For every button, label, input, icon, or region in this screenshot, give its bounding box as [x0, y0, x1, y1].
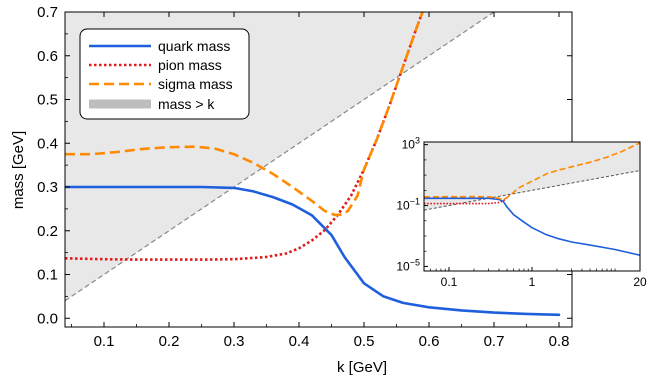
x-axis-title: k [GeV] — [337, 359, 387, 376]
x-tick-label: 0.1 — [94, 333, 115, 350]
main-y-axis-ticks: 0.0 0.1 0.2 0.3 0.4 0.5 0.6 0.7 — [37, 4, 572, 327]
main-series-lines — [65, 12, 561, 317]
x-tick-label: 0.8 — [549, 333, 570, 350]
legend: quark mass pion mass sigma mass mass > k — [79, 28, 250, 120]
inset-x-axis-ticks: 0.1 1 20 — [423, 267, 647, 289]
inset-series-line-quark-mass — [424, 197, 640, 256]
y-tick-label: 0.3 — [37, 179, 58, 196]
x-tick-label: 0.5 — [354, 333, 375, 350]
inset-y-tick-label: 10−1 — [396, 197, 420, 213]
inset-mass-greater-than-k-region — [424, 142, 640, 211]
diagonal-dashed-line — [64, 11, 495, 302]
inset-y-tick-label: 103 — [402, 136, 420, 152]
x-tick-label: 0.7 — [484, 333, 505, 350]
legend-label-quark-mass: quark mass — [158, 38, 230, 54]
inset-mass-gt-k-shade — [424, 142, 640, 211]
series-line-sigma-mass — [65, 12, 424, 217]
main-x-axis-ticks: 0.1 0.2 0.3 0.4 0.5 0.6 0.7 0.8 — [71, 12, 570, 350]
mass-equals-k-line — [64, 11, 495, 302]
inset-series-lines — [424, 142, 640, 256]
y-tick-label: 0.2 — [37, 223, 58, 240]
series-line-quark-mass — [65, 185, 561, 317]
legend-item-mass-gt-k: mass > k — [89, 96, 215, 112]
y-tick-label: 0.0 — [37, 310, 58, 327]
y-tick-label: 0.4 — [37, 135, 58, 152]
legend-item-sigma-mass: sigma mass — [89, 76, 233, 92]
inset-x-tick-label: 20 — [633, 275, 647, 289]
legend-item-quark-mass: quark mass — [89, 38, 230, 54]
series-line-pion-mass — [65, 12, 424, 261]
y-tick-label: 0.5 — [37, 92, 58, 109]
legend-label-mass-gt-k: mass > k — [158, 96, 215, 112]
inset-plot: 0.1 1 20 103 10−1 10−5 — [396, 136, 647, 289]
inset-y-axis-ticks: 103 10−1 10−5 — [396, 136, 428, 273]
x-tick-label: 0.4 — [289, 333, 310, 350]
inset-series-line-sigma-mass — [424, 142, 640, 201]
x-tick-label: 0.6 — [419, 333, 440, 350]
legend-label-pion-mass: pion mass — [158, 57, 222, 73]
legend-box — [79, 28, 250, 120]
x-tick-label: 0.2 — [159, 333, 180, 350]
legend-label-sigma-mass: sigma mass — [158, 76, 233, 92]
inset-y-tick-label: 10−5 — [396, 257, 420, 273]
y-tick-label: 0.1 — [37, 267, 58, 284]
y-tick-label: 0.6 — [37, 48, 58, 65]
y-axis-title: mass [GeV] — [10, 131, 27, 209]
y-tick-label: 0.7 — [37, 4, 58, 21]
legend-item-pion-mass: pion mass — [89, 57, 222, 73]
inset-x-tick-label: 1 — [529, 275, 536, 289]
inset-x-tick-label: 0.1 — [441, 275, 458, 289]
x-tick-label: 0.3 — [224, 333, 245, 350]
